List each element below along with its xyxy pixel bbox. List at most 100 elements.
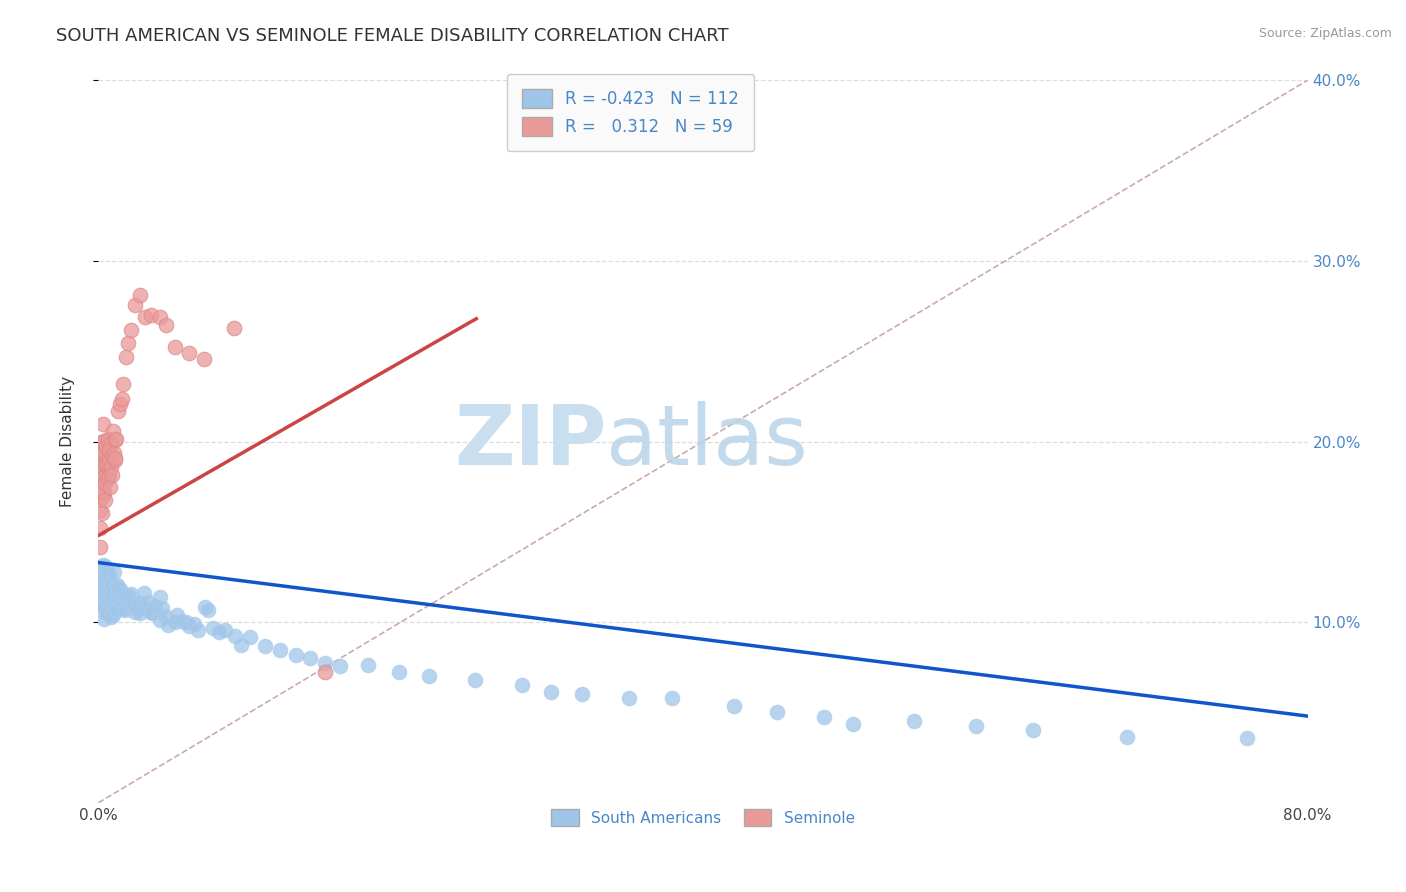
Point [111, 376, 134, 391]
Point [97, 442, 120, 457]
Point [108, 397, 131, 411]
Point [111, 602, 134, 616]
Point [183, 617, 205, 632]
Point [121, 597, 143, 611]
Point [388, 665, 411, 680]
Point [91, 558, 114, 572]
Point [96, 606, 118, 620]
Point [723, 699, 745, 714]
Point [224, 321, 246, 335]
Point [298, 651, 321, 665]
Point [1236, 731, 1258, 745]
Point [120, 323, 142, 337]
Point [94, 607, 117, 621]
Y-axis label: Female Disability: Female Disability [60, 376, 75, 508]
Point [96, 593, 118, 607]
Point [174, 615, 197, 630]
Point [87, 583, 110, 598]
Point [89, 560, 111, 574]
Text: ZIP: ZIP [454, 401, 606, 482]
Point [254, 640, 277, 654]
Point [117, 336, 139, 351]
Point [172, 614, 194, 628]
Point [93, 559, 115, 574]
Point [155, 318, 177, 333]
Point [136, 595, 159, 609]
Point [101, 607, 124, 622]
Point [903, 714, 925, 728]
Point [166, 608, 188, 623]
Point [357, 658, 380, 673]
Point [94, 574, 117, 589]
Point [110, 595, 132, 609]
Point [129, 287, 152, 301]
Point [329, 659, 352, 673]
Point [766, 705, 789, 719]
Point [94, 591, 117, 605]
Point [314, 665, 336, 680]
Point [179, 619, 201, 633]
Point [129, 606, 152, 620]
Point [107, 578, 129, 592]
Point [89, 451, 111, 466]
Point [103, 583, 125, 598]
Point [103, 424, 125, 438]
Point [96, 566, 118, 580]
Point [571, 687, 593, 701]
Point [90, 449, 112, 463]
Point [93, 600, 115, 615]
Point [93, 612, 115, 626]
Point [98, 576, 121, 591]
Point [90, 435, 112, 450]
Point [118, 597, 141, 611]
Point [91, 507, 114, 521]
Text: Source: ZipAtlas.com: Source: ZipAtlas.com [1258, 27, 1392, 40]
Point [98, 455, 121, 469]
Point [163, 615, 186, 629]
Point [103, 594, 125, 608]
Point [150, 600, 173, 615]
Point [1115, 731, 1137, 745]
Point [98, 480, 121, 494]
Point [97, 471, 120, 485]
Point [108, 582, 131, 596]
Point [813, 710, 835, 724]
Point [110, 586, 132, 600]
Point [124, 605, 146, 619]
Point [135, 602, 157, 616]
Point [90, 464, 112, 478]
Point [101, 598, 124, 612]
Point [104, 451, 127, 466]
Point [97, 567, 120, 582]
Point [98, 595, 121, 609]
Point [93, 470, 115, 484]
Point [93, 483, 115, 498]
Point [231, 638, 253, 652]
Point [115, 593, 138, 607]
Point [163, 340, 186, 354]
Point [90, 596, 112, 610]
Point [91, 565, 114, 579]
Point [100, 449, 122, 463]
Point [134, 310, 156, 324]
Point [197, 603, 219, 617]
Point [100, 587, 122, 601]
Point [141, 607, 163, 621]
Point [87, 469, 110, 483]
Point [87, 570, 110, 584]
Point [98, 467, 121, 482]
Point [104, 433, 127, 447]
Point [96, 580, 118, 594]
Point [125, 599, 148, 613]
Text: SOUTH AMERICAN VS SEMINOLE FEMALE DISABILITY CORRELATION CHART: SOUTH AMERICAN VS SEMINOLE FEMALE DISABI… [56, 27, 728, 45]
Point [93, 456, 115, 470]
Point [111, 591, 134, 605]
Point [1022, 723, 1045, 737]
Point [132, 586, 155, 600]
Point [107, 404, 129, 418]
Point [93, 600, 115, 615]
Point [100, 460, 122, 475]
Point [157, 617, 180, 632]
Point [114, 597, 136, 611]
Point [214, 623, 236, 637]
